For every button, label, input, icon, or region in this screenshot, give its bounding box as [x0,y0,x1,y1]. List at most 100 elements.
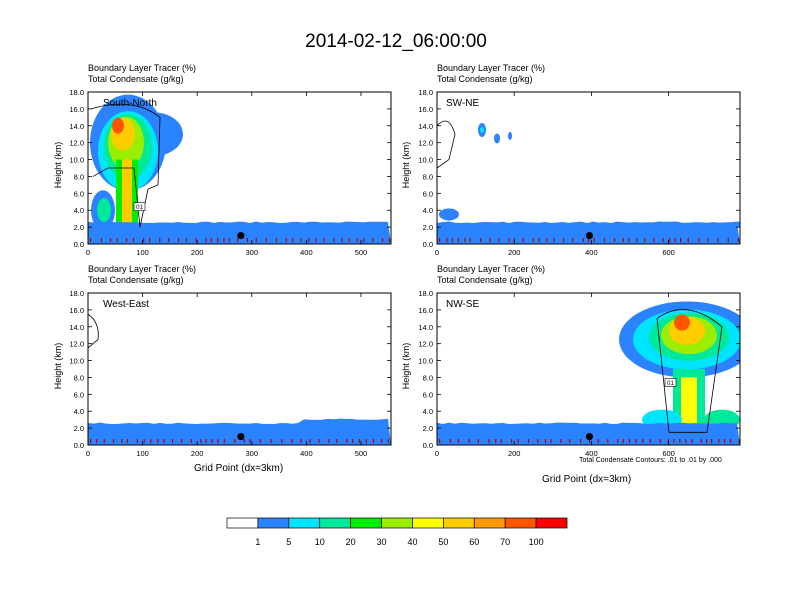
surface-speckle [380,439,383,443]
surface-speckle [649,439,651,443]
surface-speckle [727,238,729,242]
surface-speckle [157,439,159,443]
panel4-subtitle: Boundary Layer Tracer (%) Total Condensa… [437,264,545,286]
y-tick-label: 2.0 [74,223,84,232]
surface-speckle [291,439,293,443]
surface-speckle [457,238,460,242]
x-tick-label: 0 [86,248,90,257]
condensate-contour [437,120,456,169]
location-marker [237,231,245,240]
colorbar-swatch [381,517,413,529]
colorbar-label: 60 [469,537,480,547]
surface-speckle [553,238,555,242]
surface-speckle [236,238,239,242]
panel3-x-axis-label: Grid Point (dx=3km) [194,463,284,474]
condensate-contour [656,309,723,433]
y-tick-label: 12.0 [69,139,84,148]
colorbar-label: 100 [528,537,544,547]
surface-speckle [180,439,183,443]
panel3-subtitle-line1: Boundary Layer Tracer (%) [88,264,197,274]
surface-speckle [622,238,624,242]
surface-speckle [185,238,187,242]
surface-speckle [136,439,138,443]
y-tick-label: 10.0 [418,156,433,165]
x-tick-label: 400 [300,449,313,458]
panel1-name: South-North [103,98,157,109]
colorbar-swatch [473,517,506,529]
plot-frame [436,292,741,446]
x-tick-label: 400 [300,248,313,257]
surface-speckle [480,238,482,242]
surface-speckle [532,238,534,242]
updraft-core [122,159,132,244]
surface-speckle [341,238,343,242]
surface-speckle [300,439,302,443]
y-tick-label: 0.0 [423,441,433,450]
surface-speckle [132,238,135,242]
colorbar [226,517,568,529]
surface-speckle [223,439,225,443]
condensate-contour [88,313,99,349]
surface-speckle [163,439,165,443]
surface-speckle [500,439,502,443]
surface-speckle [125,238,128,242]
surface-speckle [159,238,161,242]
location-marker [585,231,594,240]
surface-speckle [700,439,702,443]
surface-speckle [336,439,338,443]
surface-speckle [729,439,732,443]
surface-speckle [644,238,646,242]
y-tick-label: 2.0 [423,223,433,232]
surface-speckle [195,238,197,242]
surface-speckle [698,238,700,242]
surface-speckle [309,439,311,443]
surface-speckle [121,439,123,443]
surface-speckle [674,238,676,242]
y-tick-label: 16.0 [69,306,84,315]
surface-speckle [358,439,361,443]
y-tick-label: 8.0 [74,373,84,382]
surface-speckle [572,238,574,242]
colorbar-swatch [535,517,568,529]
panel3-subtitle-line2: Total Condensate (g/kg) [88,275,184,285]
surface-speckle [707,238,709,242]
surface-speckle [628,439,631,443]
surface-speckle [593,238,595,242]
colorbar-swatch [257,517,290,529]
surface-speckle [617,439,619,443]
surface-speckle [546,238,548,242]
y-tick-label: 18.0 [69,289,84,298]
surface-speckle [498,238,500,242]
surface-speckle [211,439,213,443]
surface-speckle [292,238,294,242]
surface-speckle [738,439,740,443]
colorbar-label: 20 [345,537,356,547]
surface-speckle [143,238,145,242]
surface-speckle [387,439,389,443]
surface-speckle [300,238,302,242]
surface-speckle [527,439,530,443]
surface-speckle [96,439,98,443]
surface-speckle [100,238,103,242]
panel1-subtitle-line1: Boundary Layer Tracer (%) [88,63,197,73]
surface-speckle [249,439,251,443]
colorbar-swatch [443,517,475,529]
contour-label-box [133,202,146,211]
surface-speckle [550,439,552,443]
surface-speckle [563,238,565,242]
y-tick-label: 4.0 [74,206,84,215]
x-tick-label: 500 [355,449,368,458]
surface-speckle [439,238,441,242]
surface-speckle [477,439,480,443]
surface-speckle [223,238,225,242]
surface-speckle [446,238,448,242]
surface-speckle [659,439,661,443]
colorbar-label: 40 [407,537,418,547]
panel4-field [437,293,740,445]
surface-speckle [168,238,170,242]
y-tick-label: 16.0 [418,105,433,114]
surface-speckle [685,439,687,443]
colorbar-swatch [350,517,382,529]
surface-speckle [246,238,249,242]
plot-frame [87,292,392,446]
